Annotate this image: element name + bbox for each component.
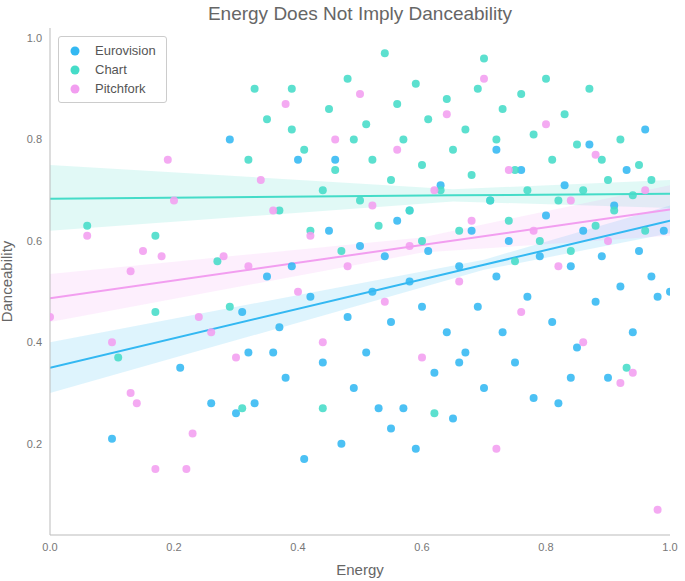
svg-text:Danceability: Danceability [8,240,15,322]
html-text:Energy Does Not Imply Danceabi: Energy Does Not Imply Danceability [207,3,513,24]
svg-text:1.0: 1.0 [27,32,42,44]
html-text:Pitchfork: Pitchfork [95,81,146,96]
svg-text:0.2: 0.2 [27,438,42,450]
svg-text:0.6: 0.6 [414,541,429,553]
html-text:Eurovision: Eurovision [95,43,156,58]
svg-text:0.4: 0.4 [290,541,305,553]
html-text:Chart: Chart [95,62,127,77]
svg-text:0.8: 0.8 [538,541,553,553]
svg-text:0.4: 0.4 [27,336,42,348]
svg-text:0.6: 0.6 [27,235,42,247]
svg-text:0.2: 0.2 [166,541,181,553]
svg-text:1.0: 1.0 [662,541,677,553]
svg-text:0.0: 0.0 [42,541,57,553]
svg-text:Energy: Energy [336,561,384,578]
svg-text:0.8: 0.8 [27,133,42,145]
